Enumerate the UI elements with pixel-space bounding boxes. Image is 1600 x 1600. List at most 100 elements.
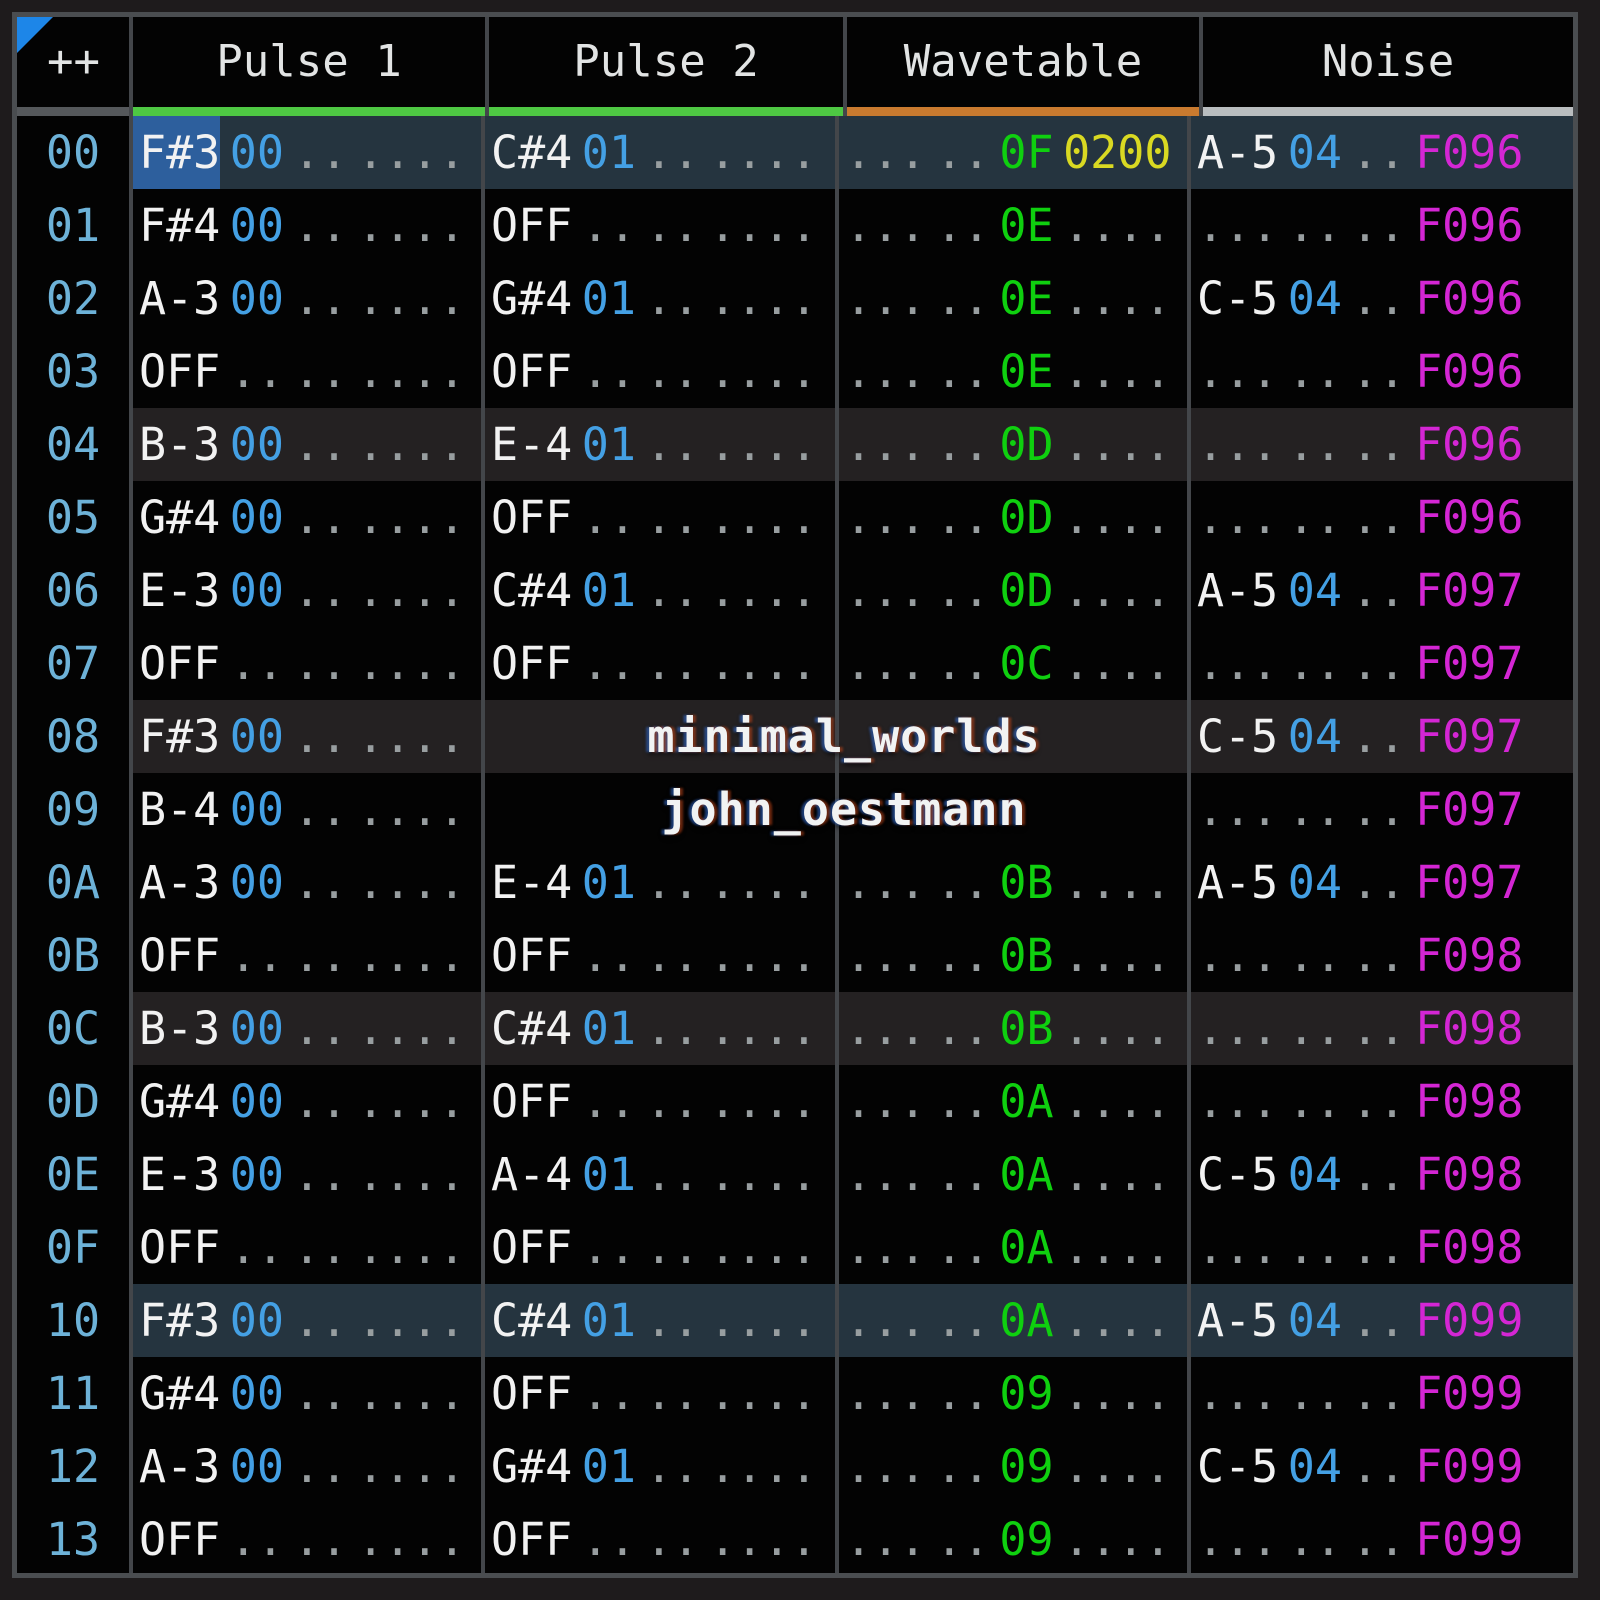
pattern-cell-noise[interactable]: C-5 04.. F099 [1187, 1430, 1573, 1503]
note-slot: A-4 [491, 1148, 573, 1201]
pattern-cell-pulse-1[interactable]: G#4 00...... [129, 481, 481, 554]
channel-header-pulse-2[interactable]: Pulse 2 [485, 17, 843, 116]
pattern-cell-noise[interactable]: C-5 04.. F097 [1187, 700, 1573, 773]
pattern-cell-pulse-1[interactable]: B-4 00...... [129, 773, 481, 846]
fx-slot: .... [1063, 1367, 1172, 1420]
pattern-cell-pulse-2[interactable]: E-4 01...... [481, 846, 835, 919]
pattern-cell-wavetable[interactable] [835, 700, 1187, 773]
pattern-cell-noise[interactable]: A-5 04.. F096 [1187, 116, 1573, 189]
pattern-cell-pulse-2[interactable]: OFF........ [481, 1211, 835, 1284]
pattern-cell-noise[interactable]: A-5 04.. F097 [1187, 846, 1573, 919]
pattern-cell-noise[interactable]: ....... F097 [1187, 773, 1573, 846]
ins-slot: 01 [581, 418, 636, 471]
pattern-cell-noise[interactable]: ....... F096 [1187, 408, 1573, 481]
pattern-cell-pulse-2[interactable]: OFF........ [481, 1357, 835, 1430]
pattern-cell-wavetable[interactable]: ..... 0D.... [835, 408, 1187, 481]
pattern-cell-pulse-1[interactable]: A-3 00...... [129, 262, 481, 335]
pattern-cell-noise[interactable]: ....... F096 [1187, 189, 1573, 262]
pattern-cell-pulse-1[interactable]: OFF........ [129, 335, 481, 408]
pattern-cell-wavetable[interactable]: ..... 0F 0200 [835, 116, 1187, 189]
pattern-cell-pulse-1[interactable]: B-3 00...... [129, 992, 481, 1065]
pattern-cell-wavetable[interactable]: ..... 0E.... [835, 262, 1187, 335]
pattern-cell-wavetable[interactable]: ..... 0A.... [835, 1211, 1187, 1284]
pattern-cell-wavetable[interactable]: ..... 0A.... [835, 1065, 1187, 1138]
fx-slot: F096 [1415, 491, 1524, 544]
pattern-cell-noise[interactable]: ....... F098 [1187, 1065, 1573, 1138]
pattern-cell-wavetable[interactable]: ..... 09.... [835, 1503, 1187, 1573]
pattern-cell-pulse-1[interactable]: A-3 00...... [129, 846, 481, 919]
pattern-cell-noise[interactable]: ....... F098 [1187, 992, 1573, 1065]
pattern-cell-pulse-2[interactable]: OFF........ [481, 919, 835, 992]
pattern-cell-noise[interactable]: ....... F098 [1187, 919, 1573, 992]
pattern-cell-pulse-1[interactable]: F#3 00...... [129, 700, 481, 773]
pattern-cell-pulse-1[interactable]: B-3 00...... [129, 408, 481, 481]
pattern-cell-pulse-2[interactable]: OFF........ [481, 189, 835, 262]
pattern-cell-wavetable[interactable]: ..... 0B.... [835, 919, 1187, 992]
pattern-cell-pulse-1[interactable]: OFF........ [129, 627, 481, 700]
pattern-cell-wavetable[interactable]: ..... 0A.... [835, 1138, 1187, 1211]
pattern-cell-pulse-2[interactable]: E-4 01...... [481, 408, 835, 481]
ins-slot: .. [1287, 1513, 1342, 1566]
pattern-cell-pulse-1[interactable]: F#3 00...... [129, 116, 481, 189]
pattern-cell-wavetable[interactable]: ..... 09.... [835, 1357, 1187, 1430]
pattern-cell-pulse-1[interactable]: G#4 00...... [129, 1357, 481, 1430]
pattern-cell-noise[interactable]: C-5 04.. F098 [1187, 1138, 1573, 1211]
pattern-cell-pulse-2[interactable]: A-4 01...... [481, 1138, 835, 1211]
fx-slot: .... [709, 199, 818, 252]
pattern-cell-wavetable[interactable]: ..... 0B.... [835, 992, 1187, 1065]
pattern-cell-noise[interactable]: ....... F096 [1187, 335, 1573, 408]
pattern-cell-wavetable[interactable]: ..... 0C.... [835, 627, 1187, 700]
pattern-cell-pulse-1[interactable]: OFF........ [129, 1211, 481, 1284]
vol-slot: .. [1351, 1367, 1406, 1420]
pattern-cell-pulse-2[interactable] [481, 700, 835, 773]
pattern-cell-pulse-1[interactable]: F#3 00...... [129, 1284, 481, 1357]
pattern-cell-wavetable[interactable]: ..... 0E.... [835, 189, 1187, 262]
pattern-cell-wavetable[interactable] [835, 773, 1187, 846]
note-slot: OFF [491, 929, 573, 982]
pattern-cell-wavetable[interactable]: ..... 0D.... [835, 481, 1187, 554]
pattern-cell-pulse-2[interactable]: OFF........ [481, 1503, 835, 1573]
pattern-cell-noise[interactable]: A-5 04.. F099 [1187, 1284, 1573, 1357]
channel-header-wavetable[interactable]: Wavetable [843, 17, 1199, 116]
pattern-cell-pulse-2[interactable]: C#4 01...... [481, 116, 835, 189]
pattern-cell-noise[interactable]: ....... F099 [1187, 1503, 1573, 1573]
pattern-cell-pulse-1[interactable]: F#4 00...... [129, 189, 481, 262]
ins-slot: .. [1287, 1367, 1342, 1420]
channel-header-label: Pulse 1 [216, 36, 402, 87]
pattern-cell-pulse-1[interactable]: E-3 00...... [129, 554, 481, 627]
pattern-cell-pulse-1[interactable]: A-3 00...... [129, 1430, 481, 1503]
pattern-cell-pulse-2[interactable]: OFF........ [481, 335, 835, 408]
pattern-cell-pulse-1[interactable]: OFF........ [129, 1503, 481, 1573]
ins-slot: .. [229, 345, 284, 398]
pattern-cell-noise[interactable]: ....... F096 [1187, 481, 1573, 554]
pattern-cell-wavetable[interactable]: ..... 0A.... [835, 1284, 1187, 1357]
pattern-cell-pulse-2[interactable]: C#4 01...... [481, 1284, 835, 1357]
pattern-cell-noise[interactable]: ....... F098 [1187, 1211, 1573, 1284]
pattern-cell-wavetable[interactable]: ..... 0D.... [835, 554, 1187, 627]
pattern-cell-pulse-1[interactable]: E-3 00...... [129, 1138, 481, 1211]
pattern-cell-noise[interactable]: A-5 04.. F097 [1187, 554, 1573, 627]
pattern-cell-wavetable[interactable]: ..... 0B.... [835, 846, 1187, 919]
pattern-cell-noise[interactable]: ....... F097 [1187, 627, 1573, 700]
pattern-cell-wavetable[interactable]: ..... 09.... [835, 1430, 1187, 1503]
pattern-cell-pulse-1[interactable]: G#4 00...... [129, 1065, 481, 1138]
fx-slot: F098 [1415, 1075, 1524, 1128]
fx-slot: .... [1063, 1148, 1172, 1201]
pattern-cell-pulse-2[interactable]: OFF........ [481, 1065, 835, 1138]
channel-header-pulse-1[interactable]: Pulse 1 [129, 17, 485, 116]
row-index: 04 [17, 408, 129, 481]
pattern-cell-pulse-2[interactable]: C#4 01...... [481, 554, 835, 627]
pattern-cell-pulse-2[interactable] [481, 773, 835, 846]
pattern-cell-noise[interactable]: C-5 04.. F096 [1187, 262, 1573, 335]
pattern-cell-pulse-2[interactable]: G#4 01...... [481, 1430, 835, 1503]
pattern-cell-pulse-2[interactable]: OFF........ [481, 481, 835, 554]
pattern-cell-pulse-2[interactable]: C#4 01...... [481, 992, 835, 1065]
note-slot: ... [1197, 1075, 1279, 1128]
pattern-cell-pulse-1[interactable]: OFF........ [129, 919, 481, 992]
ins-slot: .. [581, 1075, 636, 1128]
pattern-cell-pulse-2[interactable]: OFF........ [481, 627, 835, 700]
pattern-cell-pulse-2[interactable]: G#4 01...... [481, 262, 835, 335]
channel-header-noise[interactable]: Noise [1199, 17, 1573, 116]
pattern-cell-wavetable[interactable]: ..... 0E.... [835, 335, 1187, 408]
pattern-cell-noise[interactable]: ....... F099 [1187, 1357, 1573, 1430]
